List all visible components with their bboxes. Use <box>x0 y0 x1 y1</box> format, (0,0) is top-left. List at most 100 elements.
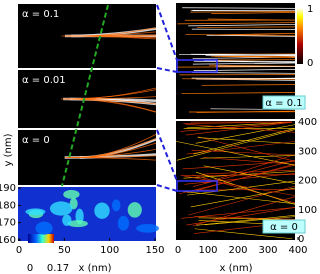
streak <box>204 216 296 226</box>
streak <box>176 141 296 166</box>
streak <box>198 217 296 221</box>
blob <box>49 201 73 216</box>
trend-label-base: t <box>112 3 117 14</box>
streak <box>182 7 296 9</box>
x-tick-label: 300 <box>258 245 277 256</box>
zoom-line <box>156 184 178 192</box>
streak <box>176 129 296 161</box>
y-tick-label: 200 <box>298 176 317 187</box>
trend-label: tc ∼ α <box>112 3 140 15</box>
x-tick-label: 50 <box>58 245 71 256</box>
streak <box>206 34 296 37</box>
streak <box>186 121 296 129</box>
streak <box>193 60 296 63</box>
streak <box>193 127 296 155</box>
blob <box>117 215 130 231</box>
y-tick-label: 170 <box>0 218 16 229</box>
streak <box>203 157 296 165</box>
y-tick-label: 0 <box>298 234 304 245</box>
annotations <box>61 4 218 192</box>
colorbar-tick-label: 1 <box>307 4 313 15</box>
streak <box>180 190 296 205</box>
streak <box>186 141 296 155</box>
trend-label-sub: c <box>116 7 120 15</box>
trend-label-rest: ∼ α <box>122 3 141 14</box>
zoom-box <box>176 59 218 73</box>
blob <box>112 199 121 212</box>
colorbar-tick-label: 0 <box>27 263 33 274</box>
zoom-line <box>156 67 178 73</box>
streak <box>183 175 296 196</box>
streak <box>191 149 296 156</box>
x-tick-label: 150 <box>145 245 164 256</box>
label-box <box>262 219 306 234</box>
panel-label: α = 0.1 <box>265 98 302 109</box>
streak <box>196 171 296 205</box>
streak <box>178 164 296 195</box>
streak <box>186 207 296 226</box>
streak <box>183 121 296 124</box>
panel-label: α = 0.01 <box>22 75 66 86</box>
x-axis-label: x (nm) <box>220 263 253 274</box>
y-tick-label: 190 <box>0 183 16 194</box>
x-tick-label: 200 <box>228 245 247 256</box>
colorbar-tick-label: 0 <box>307 58 313 69</box>
streak <box>188 185 296 216</box>
label-box <box>262 95 306 110</box>
x-tick-label: 400 <box>288 245 307 256</box>
streak <box>194 216 296 220</box>
blob <box>67 220 88 228</box>
blob <box>62 214 72 226</box>
streak <box>204 60 296 62</box>
streak <box>214 55 296 58</box>
y-tick-label: 100 <box>298 205 317 216</box>
streak <box>211 12 296 14</box>
streak <box>177 22 296 25</box>
streak <box>195 78 296 81</box>
panel-label: α = 0.1 <box>22 9 59 20</box>
streak <box>185 34 296 36</box>
streak <box>185 121 296 136</box>
streak <box>193 69 296 71</box>
y-tick-label: 160 <box>0 235 16 246</box>
streak <box>188 24 296 27</box>
zoom-line <box>156 4 178 61</box>
streak <box>64 155 157 158</box>
x-tick-label: 100 <box>100 245 119 256</box>
streak <box>182 78 296 80</box>
zoom-box <box>176 180 218 192</box>
streak <box>207 18 296 21</box>
blob <box>35 221 53 235</box>
panel-label: α = 0 <box>22 135 50 146</box>
streak <box>209 64 296 67</box>
streak <box>65 98 157 105</box>
streak <box>191 28 296 31</box>
streak <box>191 77 296 80</box>
blob <box>127 202 142 218</box>
x-tick-label: 100 <box>198 245 217 256</box>
blob <box>94 202 110 219</box>
streak <box>190 187 296 208</box>
y-axis-label: y (nm) <box>3 133 14 166</box>
panel-label: α = 0 <box>270 222 298 233</box>
streak <box>182 160 296 170</box>
streak <box>197 26 296 28</box>
streak <box>214 33 296 36</box>
streak <box>187 180 296 196</box>
blob <box>136 223 160 233</box>
streak <box>197 136 296 162</box>
streak <box>181 92 296 94</box>
x-tick-label: 0 <box>175 245 181 256</box>
y-tick-label: 180 <box>0 200 16 211</box>
colorbar <box>28 234 54 243</box>
streak <box>201 84 296 86</box>
blob <box>25 208 46 216</box>
streak <box>196 110 296 113</box>
colorbar <box>297 8 303 64</box>
streak <box>190 11 296 13</box>
zoom-line <box>156 129 178 182</box>
streak <box>196 215 296 226</box>
streak <box>204 154 296 184</box>
x-axis-label: x (nm) <box>79 263 112 274</box>
